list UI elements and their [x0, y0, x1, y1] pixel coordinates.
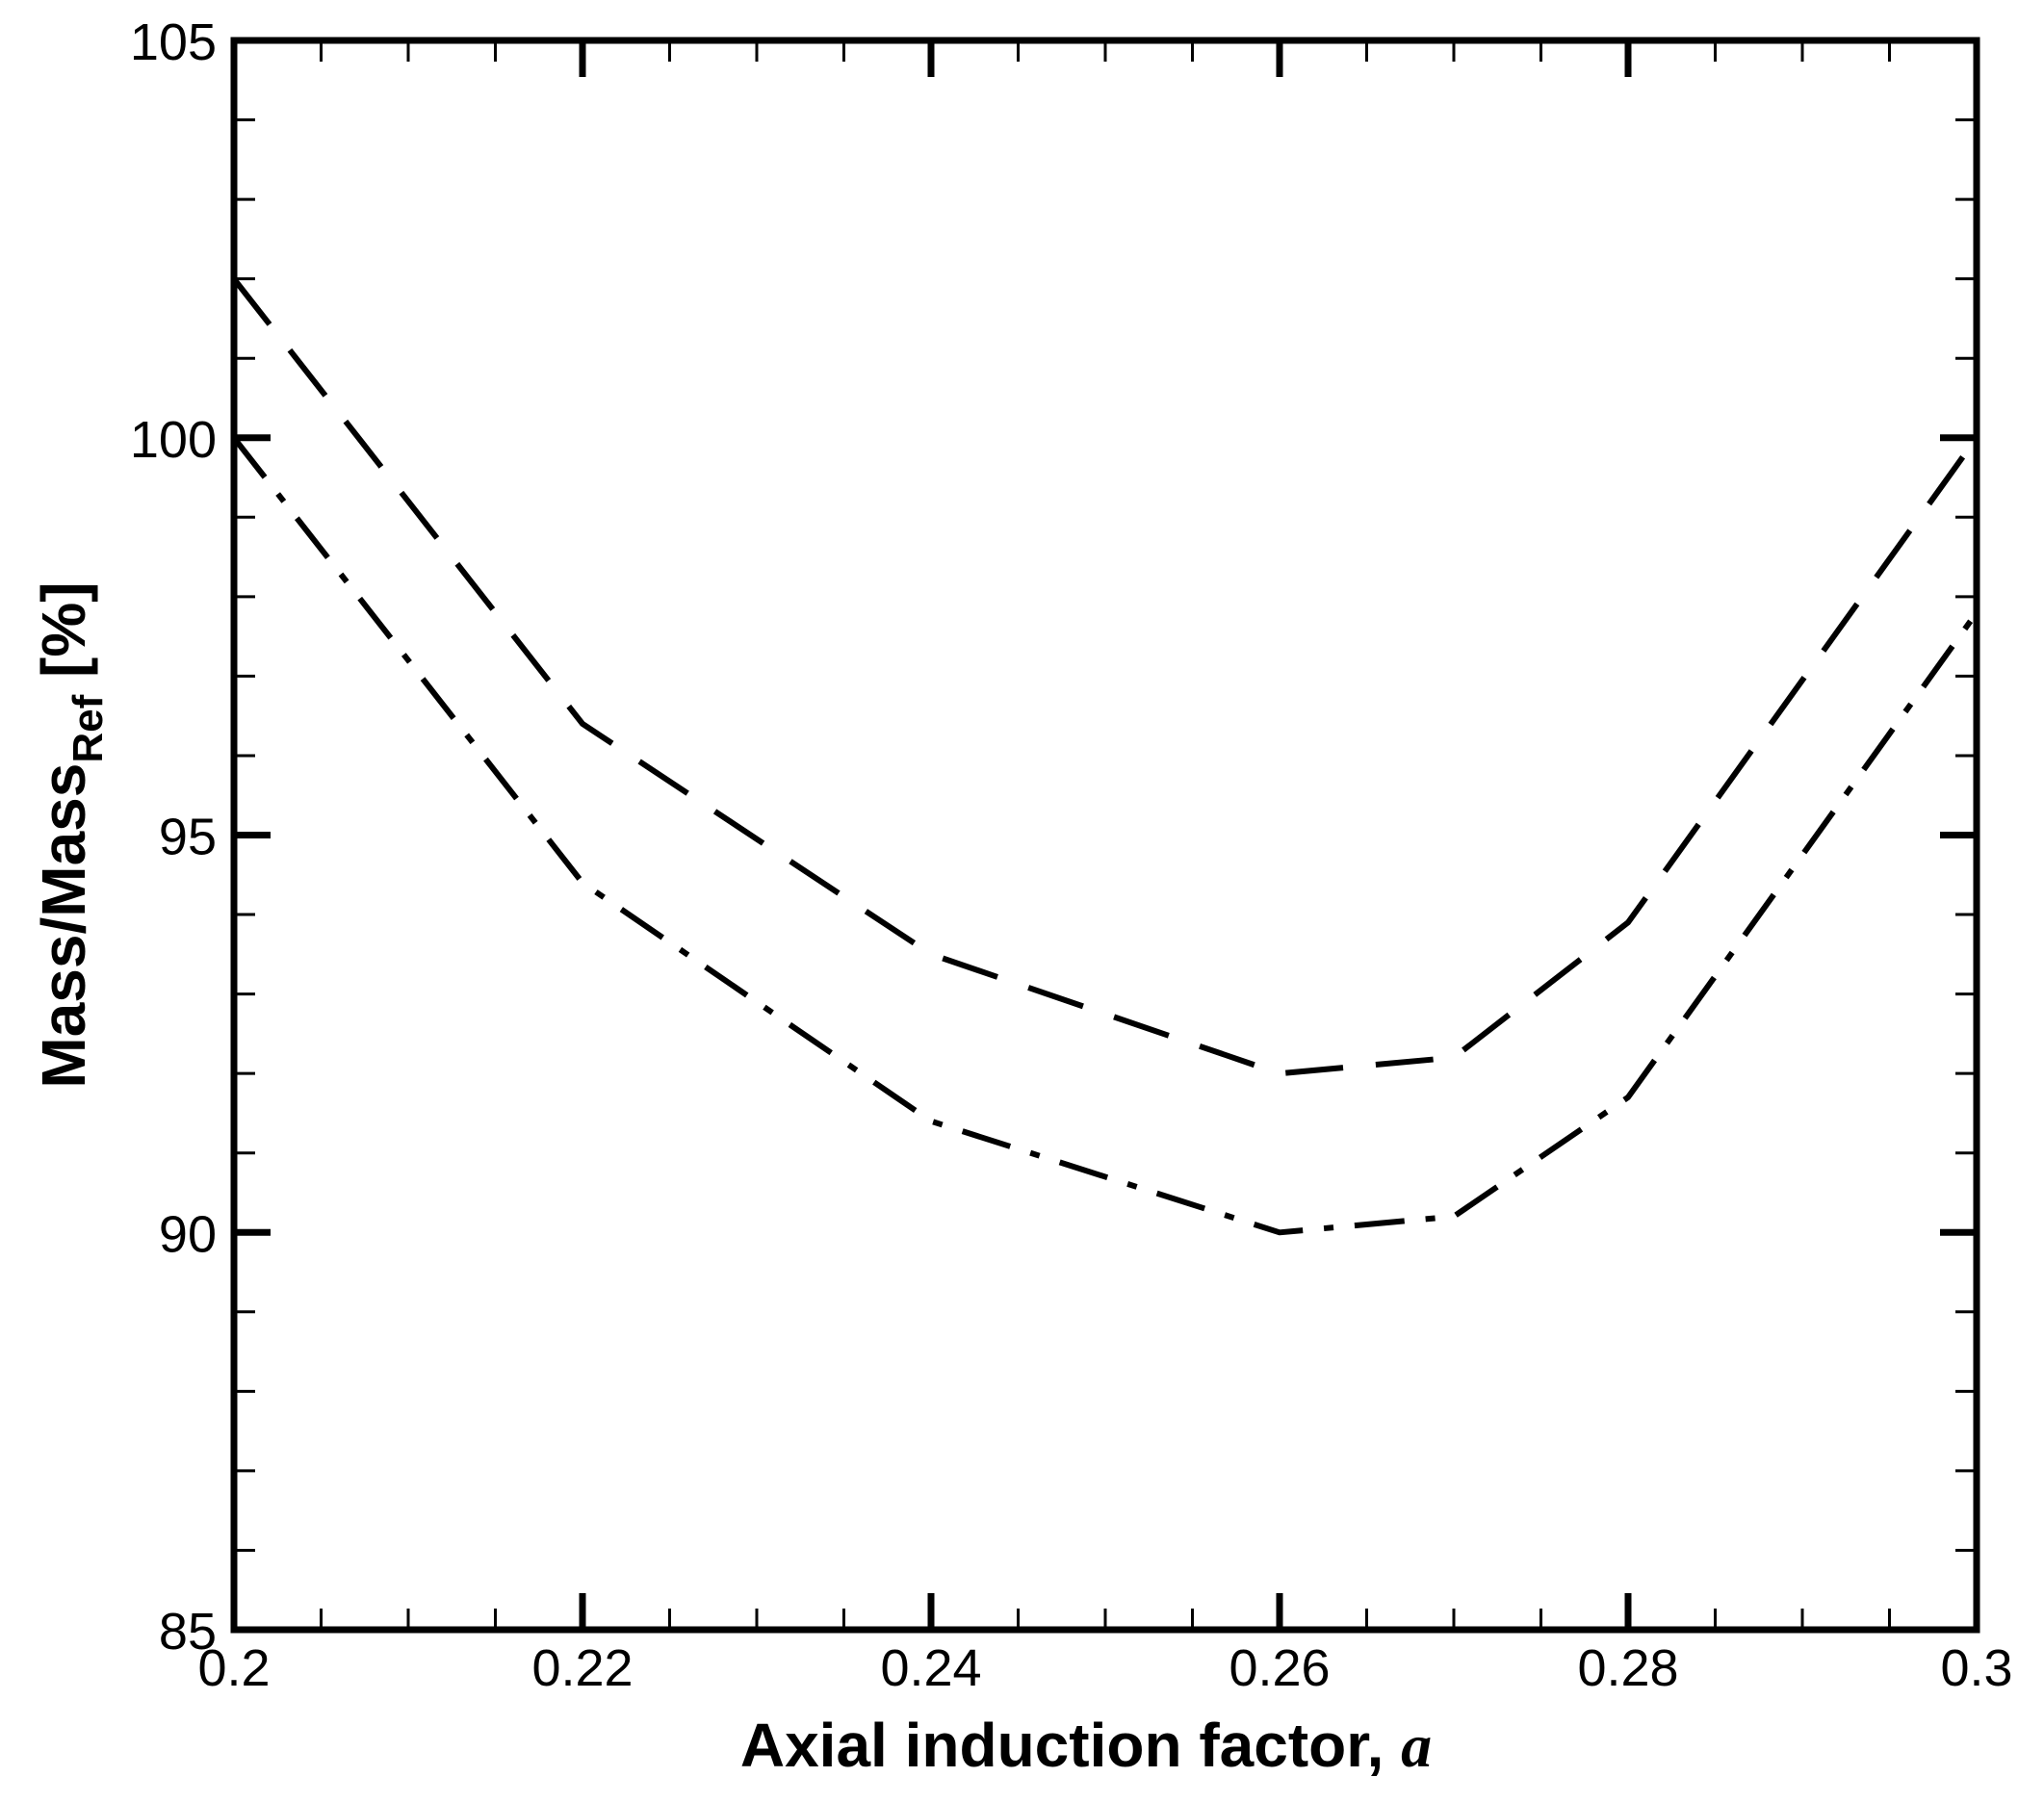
x-axis-title-text: Axial induction factor, [740, 1711, 1401, 1780]
series-line-2-dash-dot [231, 435, 1979, 1236]
y-tick-label: 85 [159, 1603, 217, 1661]
y-axis-title: Mass/MassRef [%] [29, 581, 112, 1088]
x-axis-title: Axial induction factor, a [740, 1711, 1432, 1780]
y-axis-title-main: Mass/Mass [29, 763, 98, 1089]
y-tick-label: 105 [130, 13, 217, 71]
plot-frame [230, 37, 1980, 1634]
y-tick-label: 100 [130, 411, 217, 469]
x-tick-label: 0.2 [197, 1639, 270, 1697]
x-axis-title-variable: a [1401, 1712, 1432, 1780]
x-tick-label: 0.22 [531, 1639, 633, 1697]
x-tick-label: 0.26 [1229, 1639, 1330, 1697]
y-tick-label: 90 [159, 1205, 217, 1263]
y-axis-title-unit: [%] [29, 581, 98, 694]
x-tick-label: 0.24 [880, 1639, 981, 1697]
x-tick-label: 0.3 [1940, 1639, 2012, 1697]
series-line-1-dashed [231, 276, 1979, 1077]
y-tick-label: 95 [159, 809, 217, 866]
x-tick-label: 0.28 [1577, 1639, 1678, 1697]
y-axis-title-subscript: Ref [65, 694, 112, 762]
